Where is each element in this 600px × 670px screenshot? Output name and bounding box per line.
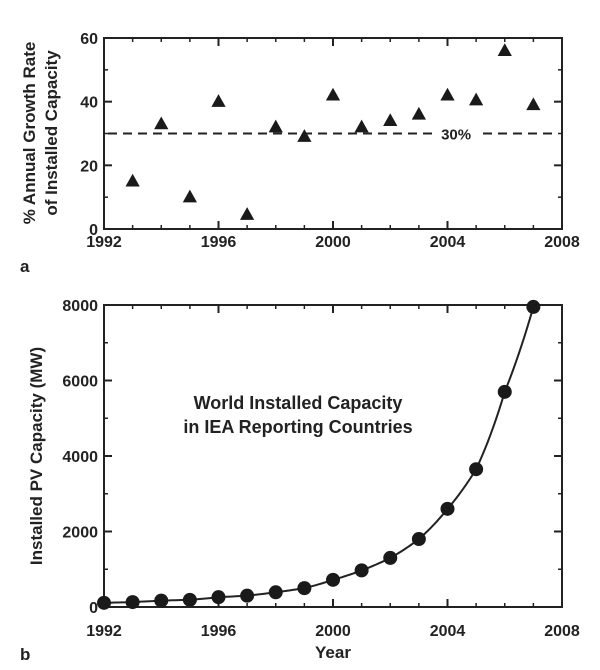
a-x-tick-label: 2000 (315, 234, 351, 251)
a-y-tick-label: 20 (80, 158, 98, 175)
panel-b-annotation-line-2: in IEA Reporting Countries (183, 417, 412, 437)
panel-b-circle-point (383, 550, 398, 565)
panel-a-triangle-point (297, 129, 312, 142)
panel-a-triangle-point (211, 94, 226, 107)
panel-a-triangle-point (383, 113, 398, 127)
b-y-tick-label: 8000 (62, 298, 98, 315)
panel-b-fit-curve (103, 306, 535, 604)
a-y-tick-label: 40 (80, 95, 98, 112)
b-x-tick-label: 2004 (430, 623, 466, 640)
panel-b-xlabel: Year (315, 643, 351, 662)
panel-a-ylabel-line-1: % Annual Growth Rate (20, 42, 39, 225)
b-x-tick-label: 2000 (315, 623, 351, 640)
panel-a-triangle-point (497, 43, 512, 56)
panel-b: 1992 1996 2000 2004 2008 0 2000 4000 6000 8000 W… (20, 298, 580, 664)
panel-b-circle-point (526, 299, 541, 314)
a-x-tick-label: 1992 (86, 234, 122, 251)
panel-b-circle-point (125, 595, 140, 610)
panel-a-triangle-point (325, 87, 341, 101)
panel-b-circle-point (326, 572, 340, 587)
panel-a-y-tick-labels: 0 20 40 60 (80, 31, 98, 239)
panel-a-reference-label-bg (434, 125, 479, 142)
b-x-tick-label: 1992 (86, 623, 122, 640)
a-y-tick-label: 0 (89, 222, 98, 239)
panel-b-points (97, 299, 541, 610)
panel-b-circle-point (497, 384, 512, 399)
panel-b-frame (103, 304, 563, 608)
panel-a-letter: a (20, 257, 30, 276)
panel-b-circle-point (354, 563, 369, 578)
panel-b-ticks (103, 304, 563, 608)
panel-a-triangle-point (125, 173, 140, 187)
panel-b-circle-point (154, 593, 169, 608)
a-y-tick-label: 60 (80, 31, 98, 48)
panel-b-circle-point (211, 590, 226, 605)
panel-a-ticks (103, 37, 563, 230)
panel-b-circle-point (469, 462, 484, 477)
panel-b-annotation-line-1: World Installed Capacity (194, 393, 403, 413)
b-x-tick-label: 2008 (544, 623, 580, 640)
panel-a-triangle-point (411, 106, 426, 120)
b-y-tick-label: 6000 (62, 374, 98, 391)
panel-a: 1992 1996 2000 2004 2008 0 20 40 60 30% % Annua… (20, 31, 580, 276)
panel-b-circle-point (182, 592, 197, 607)
b-y-tick-label: 4000 (62, 449, 98, 466)
panel-b-circle-point (240, 588, 255, 603)
panel-b-circle-point (97, 595, 111, 610)
panel-a-triangle-point (526, 97, 541, 111)
panel-a-triangle-point (268, 119, 283, 133)
panel-b-circle-point (411, 532, 426, 547)
b-x-tick-label: 1996 (201, 623, 237, 640)
panel-b-circle-point (440, 501, 455, 516)
panel-b-circle-point (297, 581, 312, 596)
panel-a-triangle-point (354, 119, 369, 133)
panel-a-triangle-point (469, 92, 484, 106)
panel-a-triangle-point (154, 116, 169, 130)
panel-b-ylabel: Installed PV Capacity (MW) (27, 347, 46, 565)
panel-a-x-tick-labels: 1992 1996 2000 2004 2008 (86, 234, 580, 251)
panel-b-circle-point (268, 585, 283, 600)
panel-a-ylabel-line-2: of Installed Capacity (42, 50, 61, 216)
panel-a-reference-label: 30% (441, 127, 471, 144)
panel-b-x-tick-labels: 1992 1996 2000 2004 2008 (86, 623, 580, 640)
panel-b-letter: b (20, 645, 30, 664)
panel-b-y-tick-labels: 0 2000 4000 6000 8000 (62, 298, 98, 617)
b-y-tick-label: 2000 (62, 525, 98, 542)
b-y-tick-label: 0 (89, 600, 98, 617)
panel-a-triangle-point (182, 189, 197, 203)
panel-a-triangle-point (440, 87, 455, 101)
a-x-tick-label: 2004 (430, 234, 466, 251)
panel-a-triangle-point (240, 207, 255, 220)
a-x-tick-label: 1996 (201, 234, 237, 251)
panel-a-points (125, 43, 541, 220)
a-x-tick-label: 2008 (544, 234, 580, 251)
